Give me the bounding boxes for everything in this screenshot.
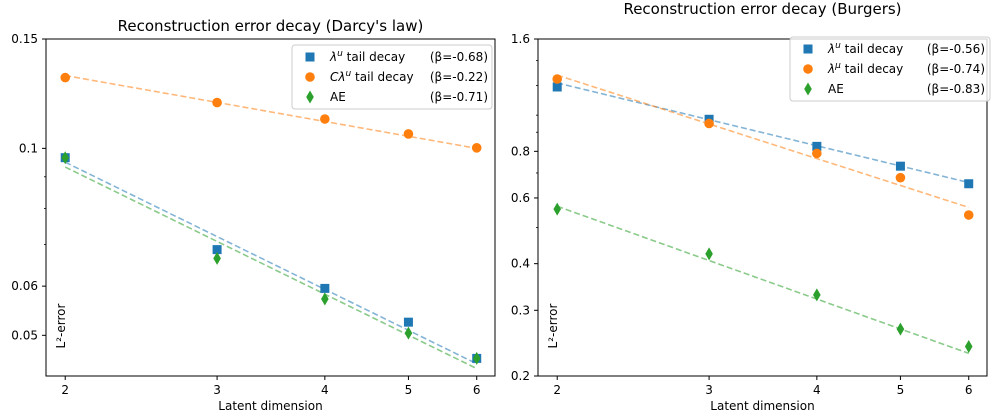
x-tick-label: 6 [473,383,481,397]
x-tick-label: 6 [965,383,973,397]
y-tick-label: 0.15 [11,32,38,46]
data-point-series-3 [705,247,713,261]
fit-line-series-2 [556,74,969,209]
y-tick-label: 0.4 [511,257,530,271]
data-point-series-1 [552,82,562,92]
legend-marker-1 [803,44,813,54]
x-tick-label: 5 [897,383,905,397]
legend-label-3: AE [330,90,346,104]
chart-1: Reconstruction error decay (Darcy's law)… [11,17,496,413]
legend-beta-3: (β=-0.71) [430,90,488,104]
x-tick-label: 3 [213,383,221,397]
data-point-series-2 [60,72,71,83]
legend-label-2: λμ tail decay [827,61,903,76]
legend-label-1: λu tail decay [329,49,405,64]
x-tick-label: 5 [405,383,413,397]
legend-box [789,36,991,102]
fit-line-series-3 [64,166,478,370]
x-tick-label: 4 [813,383,821,397]
legend-beta-2: (β=-0.74) [927,62,985,76]
x-axis-label: Latent dimension [710,399,814,413]
data-point-series-3 [896,322,905,336]
fit-line-series-1 [64,161,478,365]
y-tick-label: 0.6 [511,191,530,205]
legend-beta-3: (β=-0.83) [927,82,985,96]
legend-marker-2 [305,72,315,82]
x-tick-label: 4 [321,383,329,397]
data-point-series-1 [812,141,822,151]
x-tick-label: 3 [705,383,713,397]
data-point-series-3 [213,251,221,265]
y-tick-label: 0.05 [11,328,38,342]
fit-line-series-2 [65,74,477,150]
data-point-series-1 [895,161,905,171]
data-point-series-2 [403,129,414,139]
data-point-series-2 [471,143,482,153]
axes-frame [45,38,496,377]
data-point-series-1 [320,283,330,293]
y-axis-label: L²-error [546,304,560,349]
fit-line-series-3 [556,205,969,355]
legend-beta-1: (β=-0.68) [430,50,488,64]
y-tick-label: 1.6 [511,32,530,46]
legend-marker-3 [804,82,812,96]
chart-title: Reconstruction error decay (Darcy's law) [118,17,424,35]
y-tick-label: 0.3 [511,303,530,317]
data-point-series-3 [404,326,413,340]
chart-2: Reconstruction error decay (Burgers) 2 3 4 5… [511,0,991,413]
y-tick-label: 0.8 [511,144,530,158]
plot-area [552,74,974,355]
plot-area [60,72,482,370]
data-point-series-2 [895,172,906,183]
data-point-series-2 [704,118,714,129]
legend-beta-1: (β=-0.56) [927,42,985,56]
legend-label-3: AE [828,82,844,96]
y-tick-label: 0.2 [511,369,530,383]
data-point-series-3 [964,339,973,353]
data-point-series-3 [321,292,329,306]
legend-label-2: Cλu tail decay [330,69,414,84]
data-point-series-2 [552,74,563,84]
legend-label-1: λu tail decay [827,41,903,56]
data-point-series-1 [964,179,974,189]
y-tick-label: 0.1 [19,141,38,155]
x-tick-label: 2 [553,383,561,397]
legend-marker-1 [305,52,315,62]
data-point-series-2 [963,210,974,220]
legend-marker-3 [306,90,314,104]
data-point-series-2 [320,114,330,124]
chart-title: Reconstruction error decay (Burgers) [623,0,901,18]
legend-beta-2: (β=-0.22) [430,70,488,84]
legend: λu tail decay (β=-0.56) λμ tail decay (β=-0… [789,36,991,102]
y-tick-label: 0.06 [11,279,38,293]
data-point-series-2 [812,148,822,159]
y-axis-label: L²-error [54,304,68,349]
data-point-series-3 [472,351,481,365]
legend: λu tail decay (β=-0.68) Cλu tail decay (β=-… [291,44,493,110]
x-tick-label: 2 [61,383,69,397]
legend-marker-2 [803,64,813,74]
data-point-series-1 [212,245,222,255]
axes-frame [537,38,988,377]
data-point-series-3 [61,151,70,165]
data-point-series-1 [403,317,413,327]
data-point-series-2 [212,97,222,108]
x-axis-label: Latent dimension [218,399,322,413]
data-point-series-3 [813,288,821,302]
data-point-series-3 [553,202,562,216]
legend-box [291,44,493,110]
